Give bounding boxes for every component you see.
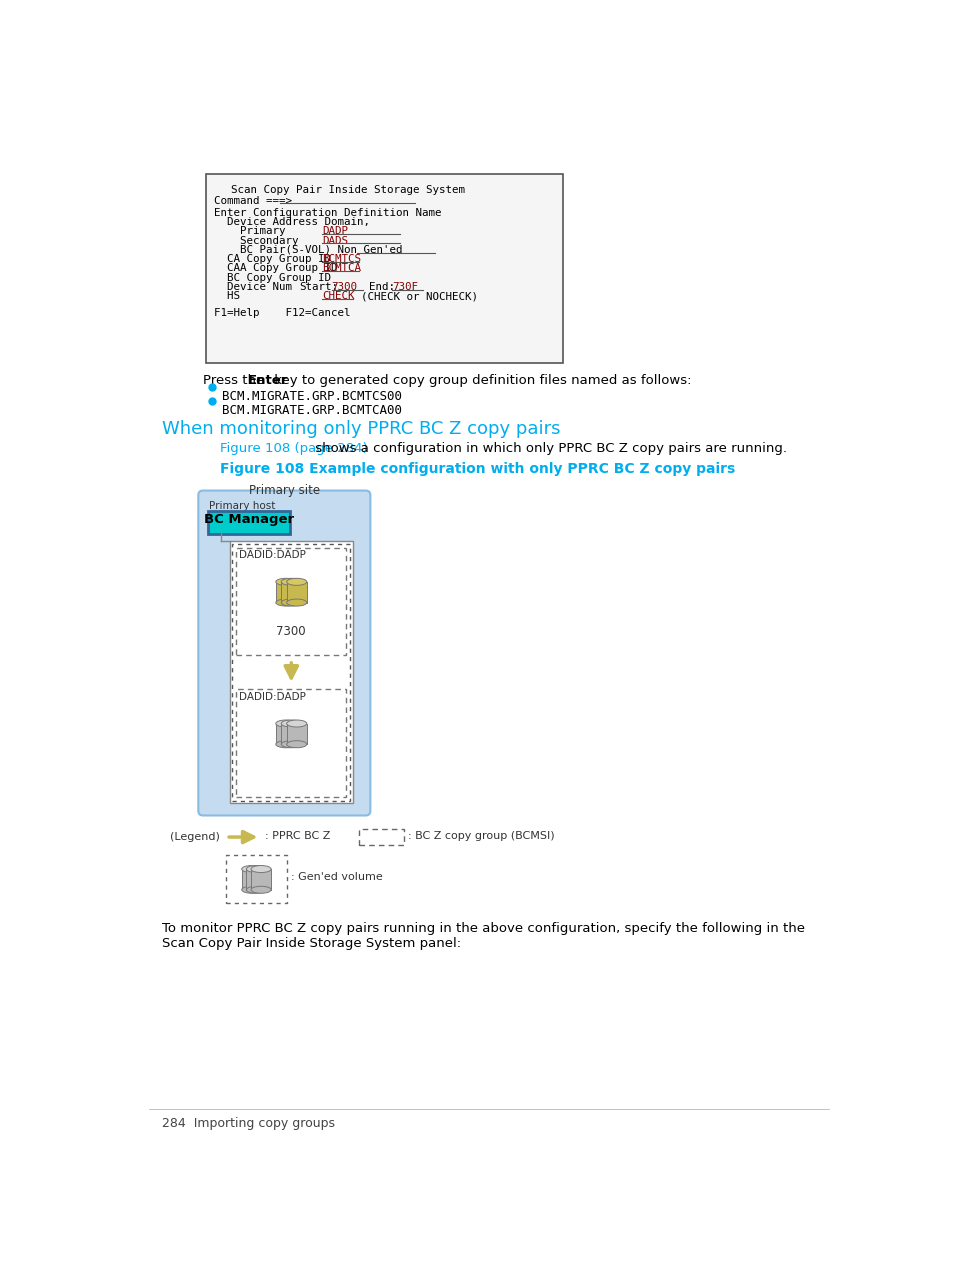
Ellipse shape	[275, 719, 295, 727]
Ellipse shape	[286, 719, 307, 727]
Text: 7300: 7300	[276, 624, 306, 638]
Text: Scan Copy Pair Inside Storage System: Scan Copy Pair Inside Storage System	[231, 184, 464, 194]
Text: Secondary: Secondary	[213, 235, 298, 245]
Text: : BC Z copy group (BCMSI): : BC Z copy group (BCMSI)	[408, 831, 555, 841]
Text: Enter Configuration Definition Name: Enter Configuration Definition Name	[213, 208, 441, 217]
Text: : PPRC BC Z: : PPRC BC Z	[265, 831, 330, 841]
Text: BCM.MIGRATE.GRP.BCMTCS00: BCM.MIGRATE.GRP.BCMTCS00	[221, 390, 401, 403]
Text: DADID:DADP: DADID:DADP	[238, 550, 305, 559]
Text: HS: HS	[213, 291, 239, 301]
Ellipse shape	[286, 599, 307, 606]
Ellipse shape	[241, 886, 261, 894]
Ellipse shape	[275, 741, 295, 747]
Text: : Gen'ed volume: : Gen'ed volume	[291, 872, 382, 882]
Bar	[236, 689, 346, 797]
Text: 284  Importing copy groups: 284 Importing copy groups	[162, 1116, 335, 1130]
Ellipse shape	[275, 578, 295, 586]
Text: Enter: Enter	[248, 374, 288, 388]
Text: (Legend): (Legend)	[170, 833, 219, 843]
Ellipse shape	[241, 866, 261, 873]
FancyBboxPatch shape	[198, 491, 370, 816]
Ellipse shape	[281, 719, 301, 727]
Text: End:: End:	[369, 282, 395, 292]
Text: Device Address Domain,: Device Address Domain,	[213, 217, 370, 228]
Ellipse shape	[286, 741, 307, 747]
Text: Primary site: Primary site	[249, 484, 319, 497]
FancyBboxPatch shape	[208, 511, 290, 534]
Text: BC Pair(S-VOL) Non Gen'ed: BC Pair(S-VOL) Non Gen'ed	[213, 245, 402, 255]
Bar	[233, 544, 350, 801]
Bar	[281, 723, 301, 745]
Bar	[241, 869, 261, 890]
Text: When monitoring only PPRC BC Z copy pairs: When monitoring only PPRC BC Z copy pair…	[162, 421, 559, 438]
Ellipse shape	[246, 886, 266, 894]
Ellipse shape	[286, 578, 307, 586]
Text: shows a configuration in which only PPRC BC Z copy pairs are running.: shows a configuration in which only PPRC…	[311, 442, 786, 455]
Ellipse shape	[275, 599, 295, 606]
Ellipse shape	[251, 886, 271, 894]
Text: CAA Copy Group ID: CAA Copy Group ID	[213, 263, 337, 273]
Text: F1=Help    F12=Cancel: F1=Help F12=Cancel	[213, 308, 350, 318]
Text: DADID:DADP: DADID:DADP	[238, 691, 305, 702]
Text: BCM.MIGRATE.GRP.BCMTCA00: BCM.MIGRATE.GRP.BCMTCA00	[221, 403, 401, 417]
FancyBboxPatch shape	[230, 541, 353, 803]
Text: 730F: 730F	[392, 282, 417, 292]
Text: Device Num: Device Num	[213, 282, 292, 292]
Ellipse shape	[246, 866, 266, 873]
Ellipse shape	[251, 866, 271, 873]
Text: BC Copy Group ID: BC Copy Group ID	[213, 273, 331, 282]
Text: (CHECK or NOCHECK): (CHECK or NOCHECK)	[360, 291, 477, 301]
Bar	[246, 869, 266, 890]
Text: Start:: Start:	[298, 282, 337, 292]
Text: Primary: Primary	[213, 226, 285, 236]
Bar	[275, 723, 295, 745]
Ellipse shape	[281, 599, 301, 606]
Bar	[359, 830, 404, 845]
Text: Figure 108 (page 284): Figure 108 (page 284)	[220, 442, 367, 455]
Bar	[251, 869, 271, 890]
Text: BCMTCS: BCMTCS	[322, 254, 361, 264]
Ellipse shape	[281, 741, 301, 747]
Bar	[236, 548, 346, 656]
Text: Scan Copy Pair Inside Storage System panel:: Scan Copy Pair Inside Storage System pan…	[162, 937, 460, 951]
Text: CHECK: CHECK	[322, 291, 355, 301]
Text: To monitor PPRC BC Z copy pairs running in the above configuration, specify the : To monitor PPRC BC Z copy pairs running …	[162, 921, 804, 934]
Text: CA Copy Group ID: CA Copy Group ID	[213, 254, 331, 264]
Bar	[226, 855, 286, 902]
Ellipse shape	[281, 578, 301, 586]
Text: BCMTCA: BCMTCA	[322, 263, 361, 273]
FancyBboxPatch shape	[206, 174, 562, 362]
Text: Primary host: Primary host	[209, 501, 275, 511]
Bar	[286, 582, 307, 602]
Text: Figure 108 Example configuration with only PPRC BC Z copy pairs: Figure 108 Example configuration with on…	[220, 463, 735, 477]
Text: Command ===>: Command ===>	[213, 196, 292, 206]
Text: key to generated copy group definition files named as follows:: key to generated copy group definition f…	[270, 374, 691, 388]
Bar	[275, 582, 295, 602]
Text: Press the: Press the	[203, 374, 268, 388]
Bar	[286, 723, 307, 745]
Text: 7300: 7300	[332, 282, 357, 292]
Text: DADP: DADP	[322, 226, 348, 236]
Text: BC Manager: BC Manager	[203, 513, 294, 526]
Text: DADS: DADS	[322, 235, 348, 245]
Bar	[281, 582, 301, 602]
